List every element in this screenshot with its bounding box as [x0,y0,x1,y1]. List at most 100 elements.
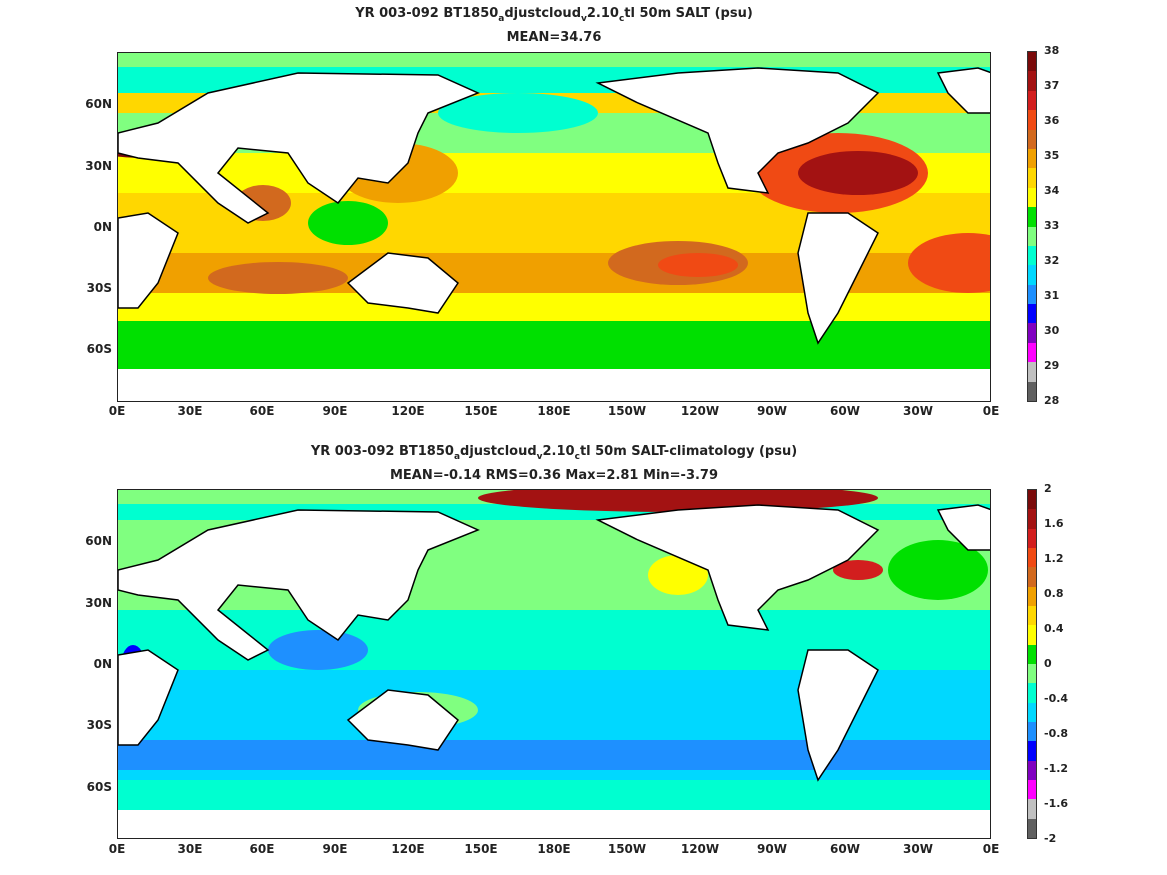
colorbar-swatch [1028,586,1036,608]
colorbar-swatch [1028,683,1036,705]
north-pacific-anomaly [648,555,708,595]
x-tick-label: 30W [903,842,933,856]
australia [346,689,459,751]
x-tick-label: 60E [249,842,275,856]
title-part: YR 003-092 BT1850 [310,444,454,459]
colorbar-tick-label: 0 [1044,657,1052,670]
north-atlantic-core [798,151,918,195]
top-salinity-map [118,53,990,401]
title-part: 2.10 [542,444,575,459]
maritime-continent-fresh [308,201,388,245]
colorbar-swatch [1028,760,1036,782]
bottom-colorbar [1027,489,1037,839]
x-tick-label: 90E [322,842,348,856]
colorbar-swatch [1028,342,1036,364]
colorbar-swatch [1028,52,1036,74]
colorbar-swatch [1028,509,1036,531]
colorbar-swatch [1028,187,1036,209]
africa [118,649,179,746]
south-america [797,212,879,345]
x-tick-label: 60E [249,404,275,418]
colorbar-tick-label: 1.6 [1044,517,1064,530]
colorbar-tick-label: 36 [1044,114,1060,127]
colorbar-swatch [1028,567,1036,589]
colorbar-swatch [1028,90,1036,112]
colorbar-swatch [1028,71,1036,93]
colorbar-tick-label: 28 [1044,394,1060,407]
y-tick-label: 30N [85,596,112,610]
antarctic-white [118,810,990,838]
y-tick-label: 60N [85,534,112,548]
colorbar-tick-label: 33 [1044,219,1060,232]
africa [118,212,179,309]
x-tick-label: 180E [537,404,571,418]
north-america [595,67,880,194]
colorbar-swatch [1028,702,1036,724]
x-tick-label: 120W [680,842,720,856]
colorbar-swatch [1028,148,1036,171]
north-america [595,504,880,631]
colorbar-swatch [1028,362,1036,384]
x-tick-label: 30E [177,404,203,418]
landmasses [118,67,990,345]
y-tick-label: 30N [85,159,112,173]
north-atlantic-anomaly [888,540,988,600]
colorbar-swatch [1028,207,1036,229]
x-tick-label: 30E [177,842,203,856]
title-subscript: c [618,14,625,24]
colorbar-tick-label: -0.4 [1044,692,1069,705]
colorbar-swatch [1028,129,1036,151]
colorbar-swatch [1028,644,1036,666]
y-tick-label: 30S [86,718,112,732]
colorbar-tick-label: 31 [1044,289,1060,302]
colorbar-tick-label: -1.6 [1044,797,1069,810]
colorbar-swatch [1028,818,1036,838]
x-tick-label: 0E [982,842,1000,856]
colorbar-tick-label: 35 [1044,149,1060,162]
colorbar-swatch [1028,381,1036,401]
colorbar-tick-label: 38 [1044,44,1060,57]
top-map-title: YR 003-092 BT1850adjustcloudv2.10ctl 50m… [117,6,991,24]
colorbar-tick-label: 0.4 [1044,622,1064,635]
colorbar-tick-label: 1.2 [1044,552,1064,565]
southern-ocean-band [118,321,990,369]
y-tick-label: 60N [85,97,112,111]
colorbar-swatch [1028,168,1036,190]
colorbar-swatch [1028,323,1036,345]
bottom-map-plot [117,489,991,839]
y-tick-label: 30S [86,281,112,295]
x-tick-label: 120E [391,404,425,418]
x-tick-label: 90E [322,404,348,418]
x-tick-label: 0E [982,404,1000,418]
x-tick-label: 0E [108,404,126,418]
greenland [936,504,990,551]
x-tick-label: 120E [391,842,425,856]
title-part: djustcloud [504,6,581,21]
colorbar-swatch [1028,780,1036,802]
colorbar-tick-label: 34 [1044,184,1060,197]
x-tick-label: 150E [464,842,498,856]
top-colorbar [1027,51,1037,402]
greenland [936,67,990,114]
south-indian-max [208,262,348,294]
colorbar-swatch [1028,284,1036,306]
antarctic-white [118,369,990,401]
colorbar-swatch [1028,625,1036,647]
bottom-map-subtitle: MEAN=-0.14 RMS=0.36 Max=2.81 Min=-3.79 [389,468,719,483]
colorbar-swatch [1028,799,1036,821]
x-tick-label: 60W [830,404,860,418]
colorbar-swatch [1028,528,1036,550]
title-part: tl 50m SALT-climatology (psu) [579,444,798,459]
colorbar-tick-label: 29 [1044,359,1060,372]
australia [346,252,459,314]
colorbar-swatch [1028,265,1036,287]
x-tick-label: 120W [680,404,720,418]
colorbar-tick-label: -2 [1044,832,1057,845]
bay-of-bengal-anomaly [268,630,368,670]
top-map-plot [117,52,991,402]
southern-fresh-band [118,740,990,770]
colorbar-tick-label: 30 [1044,324,1060,337]
x-tick-label: 30W [903,404,933,418]
south-america [797,649,879,782]
colorbar-swatch [1028,741,1036,763]
